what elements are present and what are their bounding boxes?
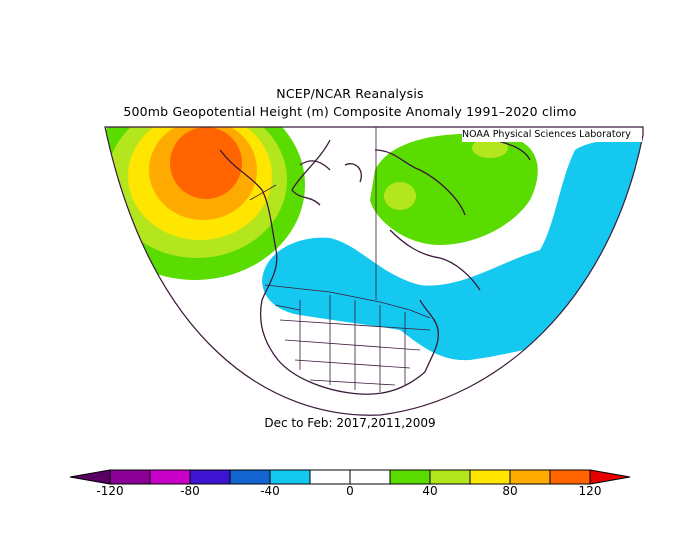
period-label: Dec to Feb: 2017,2011,2009 (264, 416, 436, 430)
colorbar-tick-label: -120 (96, 484, 124, 498)
colorbar-cell (549, 469, 591, 485)
map-title: NCEP/NCAR Reanalysis (276, 86, 424, 101)
colorbar-cell (309, 469, 351, 485)
colorbar-cell (349, 469, 391, 485)
colorbar-tick-label: 0 (346, 484, 354, 498)
colorbar-cell (149, 469, 191, 485)
political-borders (249, 127, 431, 392)
colorbar-high-triangle (589, 469, 631, 485)
credit-label: NOAA Physical Sciences Laboratory (462, 128, 642, 142)
colorbar-cell (509, 469, 551, 485)
positive-anomaly-greenland (370, 133, 538, 245)
positive-anomaly-pacific (105, 127, 305, 280)
colorbar-cell (429, 469, 471, 485)
colorbar-cell (109, 469, 151, 485)
negative-anomaly-band (262, 139, 643, 361)
colorbar-cell (269, 469, 311, 485)
colorbar-cell (469, 469, 511, 485)
colorbar-cell (189, 469, 231, 485)
map-subtitle: 500mb Geopotential Height (m) Composite … (123, 104, 577, 119)
colorbar-tick-label: 80 (502, 484, 518, 498)
colorbar-tick-label: -80 (180, 484, 200, 498)
colorbar-tick-label: -40 (260, 484, 280, 498)
colorbar-cell (229, 469, 271, 485)
colorbar-tick-label: 120 (578, 484, 602, 498)
colorbar-cell (389, 469, 431, 485)
colorbar-tick-label: 40 (422, 484, 438, 498)
colorbar-low-triangle (69, 469, 111, 485)
map-frame (104, 126, 644, 416)
